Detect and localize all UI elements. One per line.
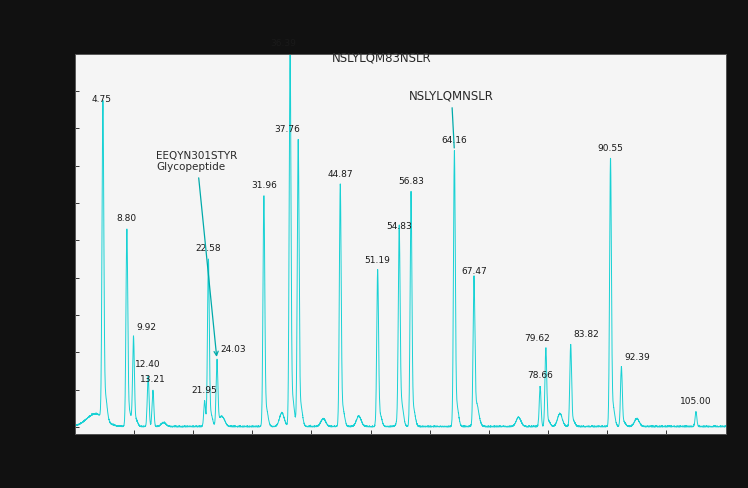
Text: 8.80: 8.80 xyxy=(117,214,137,224)
Text: 105.00: 105.00 xyxy=(680,397,712,407)
Text: 44.87: 44.87 xyxy=(328,170,353,179)
Text: 78.66: 78.66 xyxy=(527,371,553,380)
Text: 79.62: 79.62 xyxy=(524,334,550,343)
Text: 9.92: 9.92 xyxy=(136,323,156,332)
Y-axis label: Relative Abundance: Relative Abundance xyxy=(28,166,42,322)
Text: 90.55: 90.55 xyxy=(598,143,623,153)
Text: 67.47: 67.47 xyxy=(461,267,487,276)
Text: NSLYLQMNSLR: NSLYLQMNSLR xyxy=(409,89,494,148)
Text: 21.95: 21.95 xyxy=(191,386,218,395)
Text: 51.19: 51.19 xyxy=(365,256,390,264)
X-axis label: Time (min): Time (min) xyxy=(358,459,443,473)
Text: 4.75: 4.75 xyxy=(91,95,111,104)
Text: 37.76: 37.76 xyxy=(275,125,301,134)
Text: 22.58: 22.58 xyxy=(195,244,221,253)
Text: 56.83: 56.83 xyxy=(398,177,424,186)
Text: 83.82: 83.82 xyxy=(574,330,599,339)
Text: 31.96: 31.96 xyxy=(251,181,277,190)
Text: 64.16: 64.16 xyxy=(441,136,468,145)
Text: 13.21: 13.21 xyxy=(140,375,166,384)
Text: 12.40: 12.40 xyxy=(135,360,161,369)
Text: NSLYLQM83NSLR: NSLYLQM83NSLR xyxy=(332,52,432,65)
Text: 24.03: 24.03 xyxy=(220,345,245,354)
Text: EEQYN301STYR
Glycopeptide: EEQYN301STYR Glycopeptide xyxy=(156,151,238,356)
Text: 92.39: 92.39 xyxy=(625,352,650,362)
Text: 54.83: 54.83 xyxy=(386,222,412,231)
Text: 36.39: 36.39 xyxy=(270,39,296,48)
